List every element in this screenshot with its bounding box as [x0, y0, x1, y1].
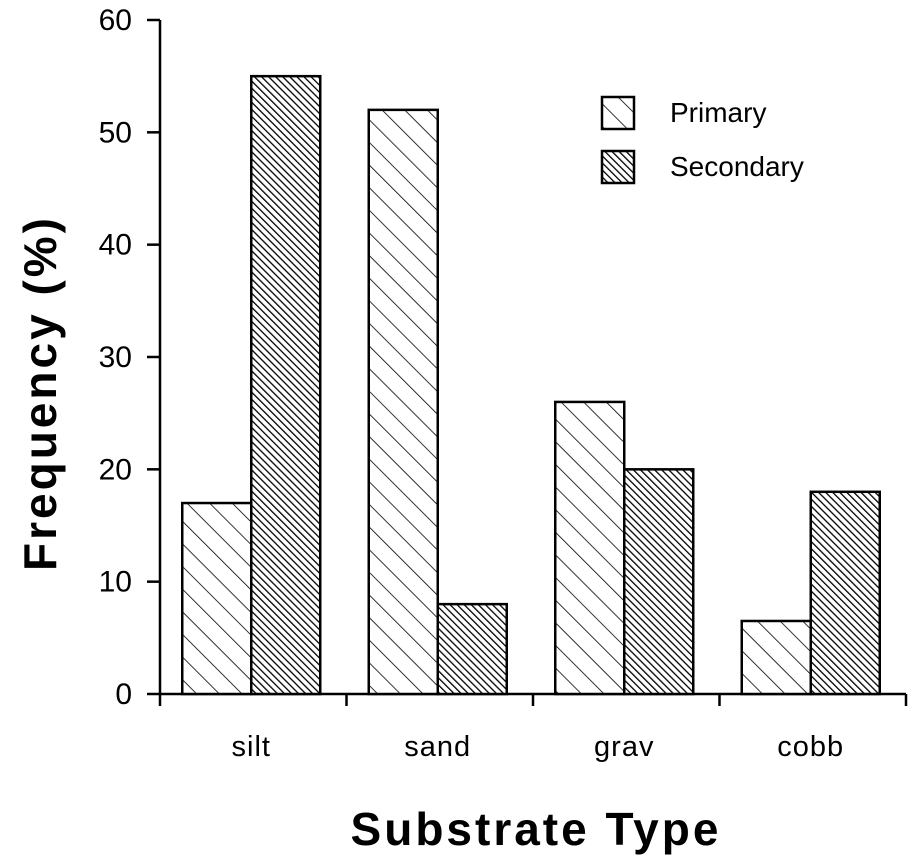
x-axis: silt sand grav cobb — [158, 692, 908, 763]
x-tick-label: cobb — [777, 731, 844, 763]
legend-label-secondary: Secondary — [670, 151, 804, 182]
bar-primary-cobb — [740, 619, 812, 696]
bar-secondary-grav — [623, 468, 695, 696]
bar-primary-silt — [181, 501, 253, 696]
legend: Primary Secondary — [600, 95, 804, 185]
y-axis-title: Frequency (%) — [14, 215, 66, 571]
bar-primary-sand — [367, 108, 439, 696]
y-tick-label: 60 — [99, 4, 132, 37]
bars — [181, 74, 881, 696]
bar-secondary-cobb — [809, 490, 881, 696]
y-tick-label: 40 — [99, 229, 132, 262]
x-tick-label: grav — [594, 731, 654, 763]
y-tick-label: 30 — [99, 341, 132, 374]
legend-label-primary: Primary — [670, 97, 766, 128]
bar-primary-grav — [554, 400, 626, 696]
y-tick-label: 50 — [99, 116, 132, 149]
legend-swatch-primary — [600, 95, 636, 131]
y-tick-label: 0 — [115, 678, 132, 711]
y-tick-label: 20 — [99, 453, 132, 486]
x-axis-title: Substrate Type — [351, 803, 722, 855]
y-axis: 0 10 20 30 40 50 60 — [99, 4, 162, 711]
x-tick-label: sand — [404, 731, 471, 763]
bar-secondary-silt — [250, 74, 322, 696]
y-tick-label: 10 — [99, 566, 132, 599]
legend-swatch-secondary — [600, 149, 636, 185]
x-tick-label: silt — [232, 731, 271, 763]
bar-secondary-sand — [436, 602, 508, 696]
